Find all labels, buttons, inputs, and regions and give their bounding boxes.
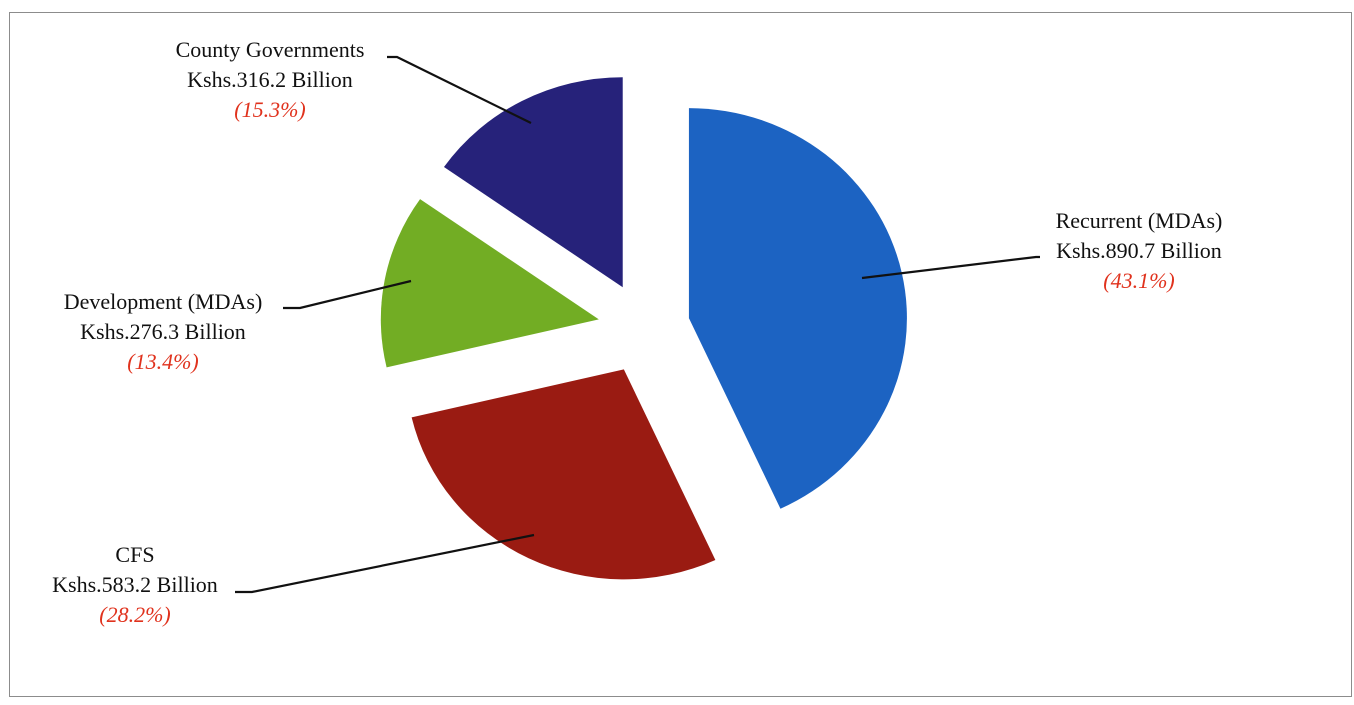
slice-label-recurrent: Recurrent (MDAs) bbox=[1056, 208, 1223, 233]
slice-cfs bbox=[412, 369, 716, 579]
slice-label-county: County Governments bbox=[176, 37, 365, 62]
slice-percent-recurrent: (43.1%) bbox=[1103, 268, 1174, 293]
slice-amount-county: Kshs.316.2 Billion bbox=[187, 67, 353, 92]
slice-percent-county: (15.3%) bbox=[234, 97, 305, 122]
slice-label-development: Development (MDAs) bbox=[64, 289, 263, 314]
slice-percent-cfs: (28.2%) bbox=[99, 602, 170, 627]
leader-line-county bbox=[387, 57, 531, 123]
pie-slices bbox=[381, 77, 907, 579]
leader-line-cfs bbox=[235, 535, 534, 592]
slice-label-cfs: CFS bbox=[115, 542, 154, 567]
slice-percent-development: (13.4%) bbox=[127, 349, 198, 374]
slice-amount-development: Kshs.276.3 Billion bbox=[80, 319, 246, 344]
slice-amount-cfs: Kshs.583.2 Billion bbox=[52, 572, 218, 597]
slice-recurrent bbox=[689, 108, 907, 509]
slice-amount-recurrent: Kshs.890.7 Billion bbox=[1056, 238, 1222, 263]
